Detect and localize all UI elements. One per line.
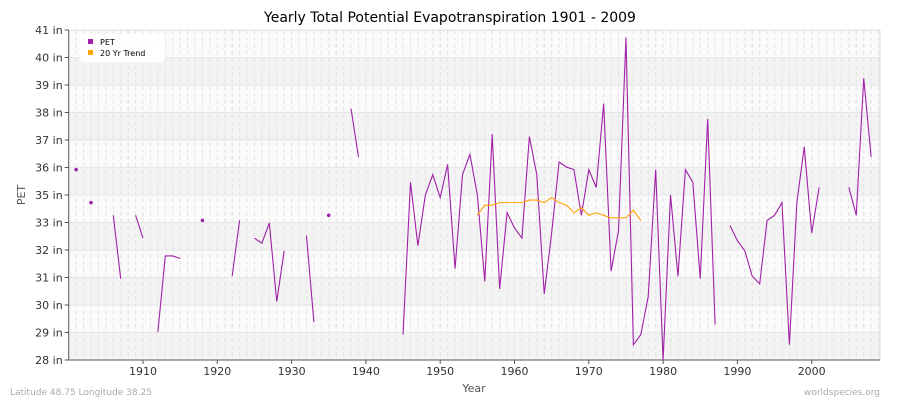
x-tick-label: 1940 [352, 365, 380, 378]
y-tick-label: 28 in [35, 354, 63, 367]
grid-band [68, 332, 880, 360]
y-tick-label: 32 in [35, 244, 63, 257]
series-line-pet [848, 78, 872, 216]
legend-label-pet: PET [100, 38, 115, 47]
grid-band [68, 277, 880, 305]
y-tick-label: 31 in [35, 272, 63, 285]
legend: PET 20 Yr Trend [80, 34, 165, 62]
data-point-pet [326, 213, 331, 218]
x-tick-label: 1980 [649, 365, 677, 378]
grid-band [68, 112, 880, 140]
grid-band [68, 222, 880, 250]
x-tick-label: 1910 [129, 365, 157, 378]
series-line-trend [476, 196, 642, 221]
grid-band [68, 57, 880, 85]
y-tick-label: 39 in [35, 79, 63, 92]
series-line-pet [305, 235, 315, 322]
x-axis-label: Year [461, 382, 486, 395]
data-point-pet [74, 167, 78, 172]
x-tick-label: 1990 [723, 365, 751, 378]
series-line-pet [350, 108, 360, 158]
series-line-pet [112, 215, 122, 279]
series-line-pet [231, 220, 241, 277]
x-tick-label: 1970 [575, 365, 603, 378]
series-line-pet [729, 146, 820, 345]
legend-swatch-trend [88, 50, 93, 55]
y-tick-label: 41 in [35, 24, 63, 37]
x-tick-label: 1950 [426, 365, 454, 378]
y-tick-label: 29 in [35, 327, 63, 340]
y-tick-label: 35 in [35, 189, 63, 202]
chart-title: Yearly Total Potential Evapotranspiratio… [263, 10, 636, 26]
y-tick-label: 30 in [35, 299, 63, 312]
y-tick-label: 38 in [35, 107, 63, 120]
y-tick-label: 36 in [35, 162, 63, 175]
footer-site: worldspecies.org [804, 388, 880, 398]
x-tick-label: 1930 [278, 365, 306, 378]
series-line-pet [157, 255, 181, 333]
data-point-pet [89, 200, 93, 205]
y-axis-label: PET [15, 185, 28, 206]
x-tick-label: 1960 [501, 365, 529, 378]
legend-label-trend: 20 Yr Trend [100, 49, 145, 58]
series-line-pet [254, 222, 285, 302]
y-tick-label: 37 in [35, 134, 63, 147]
footer-location: Latitude 48.75 Longitude 38.25 [10, 388, 152, 398]
x-tick-label: 2000 [798, 365, 826, 378]
y-tick-label: 40 in [35, 52, 63, 65]
series-line-pet [402, 37, 716, 361]
data-point-pet [200, 218, 205, 223]
legend-swatch-pet [88, 39, 93, 44]
x-tick-label: 1920 [203, 365, 231, 378]
y-tick-label: 33 in [35, 217, 63, 230]
series-line-pet [135, 215, 144, 239]
